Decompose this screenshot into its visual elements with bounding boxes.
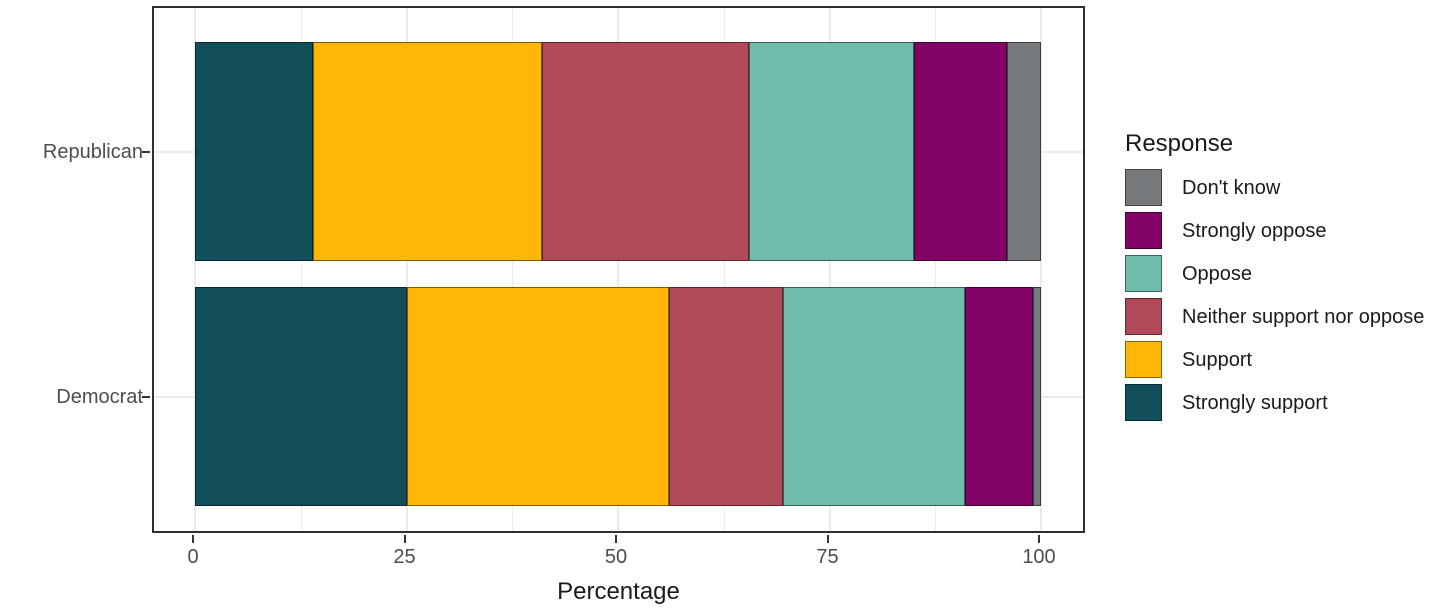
legend-item-neither-support-nor-oppose: Neither support nor oppose <box>1125 298 1424 335</box>
x-tick-50 <box>615 535 617 543</box>
legend-label-strongly-support: Strongly support <box>1182 391 1328 414</box>
bar-republican <box>154 42 1083 261</box>
x-tick-0 <box>192 535 194 543</box>
legend-item-don-t-know: Don't know <box>1125 169 1424 206</box>
legend: Response Don't know Strongly oppose Oppose… <box>1125 132 1424 427</box>
legend-item-strongly-oppose: Strongly oppose <box>1125 212 1424 249</box>
x-tick-label-0: 0 <box>187 546 199 568</box>
y-tick-democrat <box>142 395 150 398</box>
legend-items: Don't know Strongly oppose Oppose Neither s… <box>1125 169 1424 421</box>
legend-label-strongly-oppose: Strongly oppose <box>1182 219 1327 242</box>
legend-key-neither-support-nor-oppose <box>1125 298 1162 335</box>
gridline-major-x-75 <box>829 8 831 531</box>
legend-key-strongly-oppose <box>1125 212 1162 249</box>
legend-key-strongly-support <box>1125 384 1162 421</box>
gridline-major-x-50 <box>617 8 619 531</box>
legend-key-oppose <box>1125 255 1162 292</box>
bar-segment-republican-don-t-know <box>1007 42 1041 261</box>
x-tick-25 <box>403 535 406 543</box>
x-axis-title: Percentage <box>557 578 680 605</box>
gridline-minor-x-37.5 <box>512 8 513 531</box>
bar-segment-democrat-strongly-support <box>195 287 407 506</box>
gridline-minor-x-87.5 <box>935 8 936 531</box>
y-axis-label-democrat: Democrat <box>56 385 143 408</box>
legend-key-don-t-know <box>1125 169 1162 206</box>
gridline-minor-x-62.5 <box>724 8 725 531</box>
bar-segment-republican-strongly-oppose <box>914 42 1008 261</box>
legend-title: Response <box>1125 130 1234 157</box>
gridline-major-x-25 <box>406 8 408 531</box>
x-tick-75 <box>826 535 829 543</box>
x-tick-label-100: 100 <box>1022 546 1056 568</box>
legend-label-support: Support <box>1182 348 1253 371</box>
bar-segment-democrat-strongly-oppose <box>964 287 1033 506</box>
bar-segment-republican-oppose <box>749 42 915 261</box>
bar-segment-democrat-neither-support-nor-oppose <box>668 287 783 506</box>
plot-panel <box>152 6 1085 533</box>
legend-item-support: Support <box>1125 341 1424 378</box>
bar-democrat <box>154 287 1083 506</box>
bar-segment-republican-support <box>313 42 542 261</box>
y-axis-label-republican: Republican <box>42 140 143 163</box>
legend-item-oppose: Oppose <box>1125 255 1424 292</box>
bar-segment-democrat-support <box>406 287 669 506</box>
legend-label-don-t-know: Don't know <box>1182 176 1281 199</box>
gridline-major-x-0 <box>194 8 196 531</box>
bar-segment-democrat-don-t-know <box>1032 287 1041 506</box>
legend-label-neither-support-nor-oppose: Neither support nor oppose <box>1182 305 1425 328</box>
x-tick-100 <box>1038 535 1040 543</box>
bar-segment-democrat-oppose <box>782 287 965 506</box>
gridline-major-x-100 <box>1040 8 1042 531</box>
gridline-minor-x-12.5 <box>301 8 302 531</box>
legend-label-oppose: Oppose <box>1182 262 1253 285</box>
x-tick-label-50: 50 <box>604 546 628 568</box>
bar-segment-republican-neither-support-nor-oppose <box>541 42 750 261</box>
y-tick-republican <box>142 150 150 153</box>
x-tick-label-75: 75 <box>816 546 839 568</box>
legend-key-support <box>1125 341 1162 378</box>
x-tick-label-25: 25 <box>393 546 416 568</box>
bar-segment-republican-strongly-support <box>195 42 314 261</box>
legend-item-strongly-support: Strongly support <box>1125 384 1424 421</box>
